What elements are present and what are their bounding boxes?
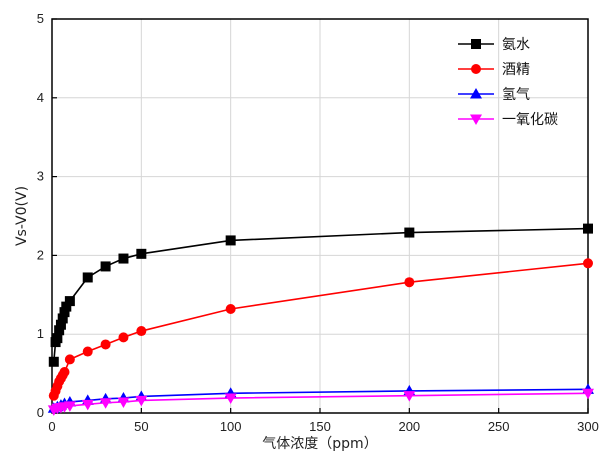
grid-lines [52, 19, 588, 413]
y-tick-label: 5 [37, 11, 44, 26]
legend-label: 酒精 [502, 62, 530, 78]
series-line [53, 262, 589, 396]
series-1 [48, 223, 593, 367]
y-tick-label: 3 [37, 169, 44, 184]
y-tick-label: 4 [37, 90, 44, 105]
legend-marker [470, 114, 482, 125]
data-point [118, 253, 129, 264]
data-point [136, 326, 147, 337]
data-point [583, 258, 593, 269]
x-tick-label: 300 [577, 419, 599, 434]
data-point [404, 227, 415, 238]
y-tick-label: 2 [37, 247, 44, 262]
series-line [53, 388, 589, 410]
data-point [100, 261, 111, 272]
series-layer [47, 223, 594, 416]
series-2 [48, 258, 593, 401]
data-point [82, 346, 93, 357]
data-point [118, 332, 129, 343]
series-4 [47, 388, 594, 416]
data-point [54, 325, 65, 336]
x-tick-label: 0 [48, 419, 55, 434]
data-point [225, 235, 236, 246]
data-point [52, 333, 63, 344]
legend-label: 一氧化碳 [502, 112, 558, 128]
data-point [64, 296, 75, 307]
data-point [100, 339, 111, 350]
legend-marker [470, 88, 482, 99]
data-point [404, 277, 415, 288]
legend-label: 氨水 [502, 37, 530, 53]
data-point [582, 388, 594, 400]
y-axis-title: Vs-V0(V) [14, 186, 30, 246]
data-point [55, 319, 66, 330]
x-tick-label: 150 [309, 419, 331, 434]
legend-item: 一氧化碳 [458, 112, 558, 128]
data-point [59, 307, 70, 318]
data-point [583, 223, 593, 234]
data-point [57, 313, 68, 324]
data-point [136, 248, 147, 259]
data-point [64, 354, 75, 365]
series-line [53, 392, 589, 411]
data-point [403, 391, 416, 402]
series-3 [47, 383, 594, 413]
data-point [135, 395, 148, 407]
x-tick-label: 250 [488, 419, 510, 434]
legend-marker [471, 64, 481, 74]
data-point [225, 303, 236, 314]
y-tick-label: 1 [37, 326, 44, 341]
data-point [81, 399, 94, 411]
data-point [99, 398, 112, 409]
x-axis-title: 气体浓度（ppm） [262, 436, 377, 452]
legend-marker [471, 39, 481, 49]
legend-label: 氢气 [502, 87, 530, 103]
data-point [63, 401, 76, 412]
legend-item: 氢气 [458, 87, 530, 103]
data-point [59, 367, 70, 378]
data-point [117, 397, 130, 408]
data-point [48, 356, 59, 367]
data-point [82, 272, 93, 283]
data-point [224, 393, 237, 405]
x-tick-label: 200 [398, 419, 420, 434]
x-tick-label: 100 [220, 419, 242, 434]
legend-item: 酒精 [458, 62, 530, 78]
data-point [61, 301, 72, 312]
axis-ticks: 0 50 100 150 200 250 300 0 1 2 3 4 5 [37, 11, 599, 434]
legend-item: 氨水 [458, 37, 530, 53]
y-tick-label: 0 [37, 405, 44, 420]
x-tick-label: 50 [134, 419, 148, 434]
